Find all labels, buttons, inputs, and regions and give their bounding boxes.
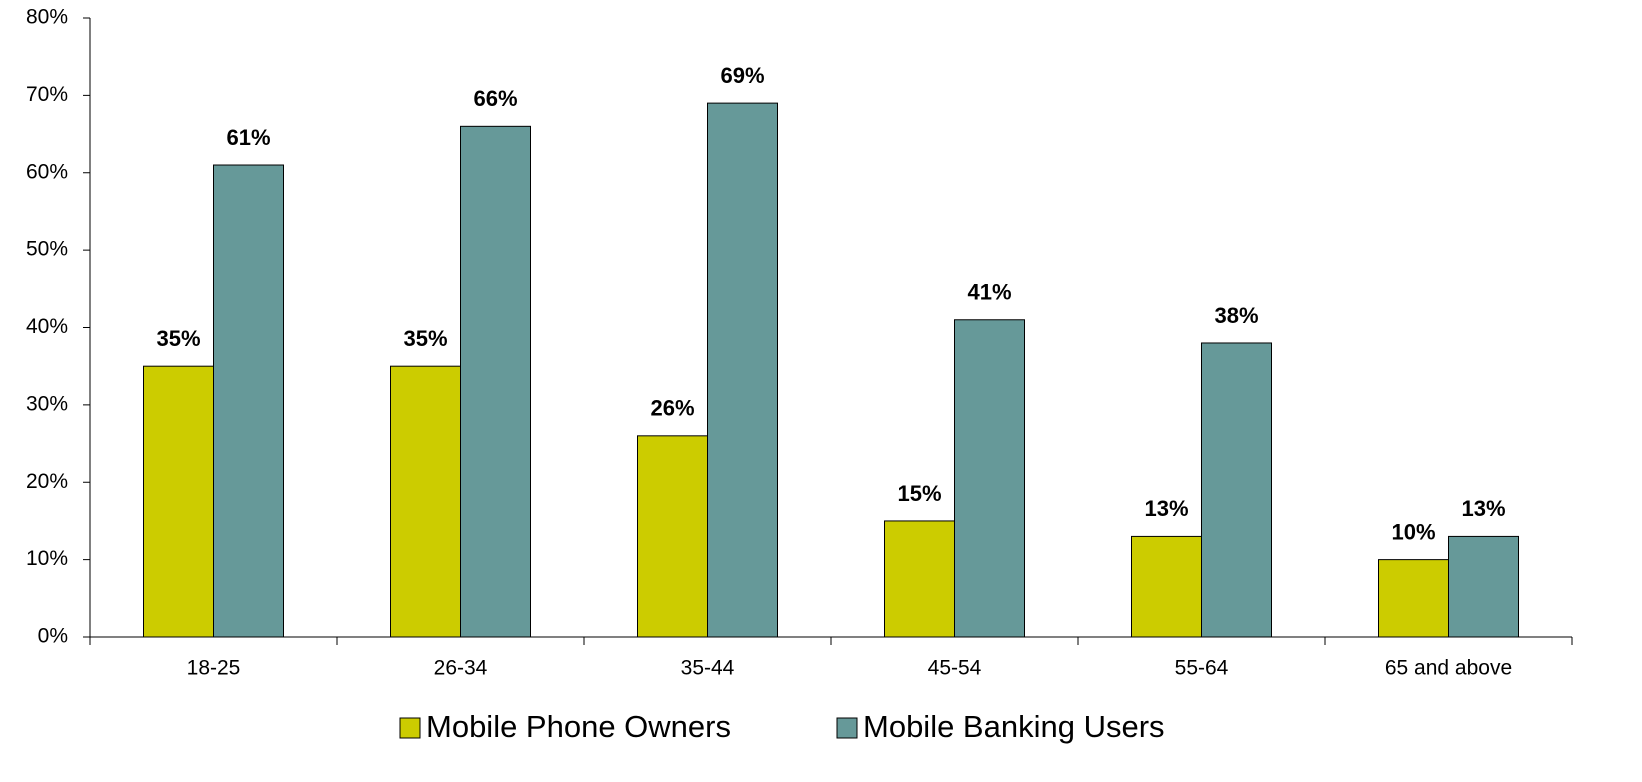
bar [637, 435, 708, 638]
x-tick-label: 45-54 [928, 657, 982, 680]
bar [1378, 559, 1449, 638]
value-label: 66% [473, 86, 517, 111]
y-tick-label: 50% [26, 238, 68, 261]
value-label: 69% [720, 63, 764, 88]
x-tick-label: 55-64 [1175, 657, 1229, 680]
bar [954, 319, 1025, 638]
y-tick-label: 40% [26, 315, 68, 338]
y-tick-label: 20% [26, 470, 68, 493]
y-tick-label: 80% [26, 6, 68, 29]
bar [390, 365, 461, 638]
legend-swatch [399, 717, 421, 739]
legend-label: Mobile Phone Owners [426, 709, 731, 744]
x-tick-label: 26-34 [434, 657, 488, 680]
bar [1201, 342, 1272, 638]
value-label: 10% [1391, 519, 1435, 544]
y-tick-label: 30% [26, 392, 68, 415]
bar [707, 102, 778, 638]
y-tick-label: 0% [38, 625, 68, 648]
y-tick-label: 60% [26, 160, 68, 183]
x-tick-label: 65 and above [1385, 657, 1512, 680]
y-tick-label: 10% [26, 547, 68, 570]
bar [884, 520, 955, 638]
value-label: 15% [897, 481, 941, 506]
value-label: 41% [967, 280, 1011, 305]
legend-swatch [836, 717, 858, 739]
legend-label: Mobile Banking Users [863, 709, 1165, 744]
value-label: 26% [650, 396, 694, 421]
bar [1448, 535, 1519, 638]
bar [1131, 535, 1202, 638]
x-tick-label: 18-25 [187, 657, 241, 680]
value-label: 35% [156, 326, 200, 351]
value-label: 61% [226, 125, 270, 150]
bar [213, 164, 284, 638]
x-tick-label: 35-44 [681, 657, 735, 680]
bar [143, 365, 214, 638]
value-label: 38% [1214, 303, 1258, 328]
value-label: 13% [1144, 496, 1188, 521]
bar [460, 125, 531, 638]
value-label: 35% [403, 326, 447, 351]
y-tick-label: 70% [26, 83, 68, 106]
value-label: 13% [1461, 496, 1505, 521]
